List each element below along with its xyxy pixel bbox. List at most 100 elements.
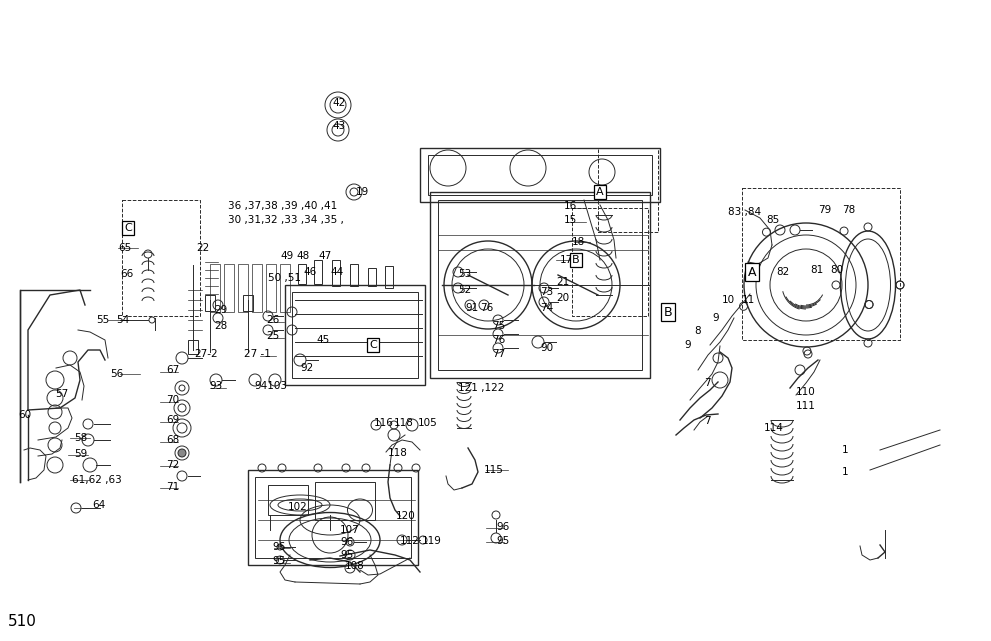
Text: 64: 64 [92, 500, 105, 510]
Text: 102: 102 [288, 502, 308, 512]
Circle shape [178, 449, 186, 457]
Text: 9: 9 [684, 340, 691, 350]
Text: 50 ,51: 50 ,51 [268, 273, 301, 283]
Text: 1: 1 [842, 445, 848, 455]
Text: 46: 46 [303, 267, 316, 277]
Text: 510: 510 [8, 615, 37, 629]
Text: 70: 70 [166, 395, 179, 405]
Text: 28: 28 [214, 321, 227, 331]
Bar [368, 268, 376, 286]
Text: 90: 90 [540, 343, 553, 353]
Bar [350, 264, 358, 286]
Text: 110: 110 [796, 387, 816, 397]
Text: 42: 42 [332, 98, 345, 108]
Bar [255, 477, 411, 558]
Text: 19: 19 [356, 187, 370, 197]
Text: 107: 107 [340, 525, 360, 535]
Text: 8: 8 [694, 326, 701, 336]
Bar [252, 264, 262, 312]
Text: 79: 79 [818, 205, 831, 215]
Text: 74: 74 [540, 303, 553, 313]
Text: 25: 25 [266, 331, 279, 341]
Bar [292, 292, 418, 378]
Text: 7: 7 [704, 416, 711, 426]
Bar [332, 260, 340, 286]
Text: 36 ,37,38 ,39 ,40 ,41: 36 ,37,38 ,39 ,40 ,41 [228, 201, 337, 211]
Text: 111: 111 [796, 401, 816, 411]
Bar [430, 192, 650, 378]
Text: A: A [748, 265, 756, 278]
Bar [248, 470, 418, 565]
Text: 115: 115 [484, 465, 503, 475]
Bar [243, 295, 253, 311]
Text: 44: 44 [330, 267, 343, 277]
Text: 78: 78 [842, 205, 855, 215]
Text: 118: 118 [388, 448, 408, 458]
Bar [224, 264, 234, 312]
Text: C: C [369, 340, 377, 350]
Text: 18: 18 [572, 237, 586, 247]
Text: 108: 108 [345, 561, 365, 571]
Text: 67: 67 [166, 365, 179, 375]
Bar [315, 482, 375, 520]
Text: 92: 92 [300, 363, 313, 373]
Text: 80: 80 [830, 265, 843, 275]
Text: 9: 9 [712, 313, 718, 323]
Text: A: A [597, 187, 604, 197]
Text: 58: 58 [74, 433, 87, 443]
Text: 76: 76 [480, 303, 494, 313]
Text: 10: 10 [722, 295, 735, 305]
Bar [266, 264, 276, 312]
Text: 114: 114 [764, 423, 784, 433]
Text: 16: 16 [564, 201, 577, 211]
Text: 94103: 94103 [254, 381, 287, 391]
Text: 73: 73 [540, 287, 553, 297]
Text: 91: 91 [465, 303, 479, 313]
Text: 76: 76 [492, 335, 505, 345]
Text: 1: 1 [842, 467, 848, 477]
Text: 20: 20 [556, 293, 569, 303]
Text: 75: 75 [492, 321, 505, 331]
Text: 43: 43 [332, 121, 345, 131]
Text: 59: 59 [74, 449, 87, 459]
Text: 48: 48 [296, 251, 309, 261]
Text: 83 ,84: 83 ,84 [728, 207, 761, 217]
Text: 57: 57 [55, 389, 68, 399]
Text: 72: 72 [166, 460, 179, 470]
Text: 17: 17 [560, 255, 573, 265]
Bar [280, 264, 290, 312]
Text: 93: 93 [209, 381, 222, 391]
Text: 52: 52 [458, 285, 472, 295]
Bar [188, 340, 198, 354]
Text: 120: 120 [396, 511, 416, 521]
Text: 27-2: 27-2 [194, 349, 218, 359]
Text: 7: 7 [704, 378, 711, 388]
Text: 55: 55 [96, 315, 109, 325]
Text: 47: 47 [318, 251, 331, 261]
Text: 119: 119 [422, 536, 442, 546]
Text: 65: 65 [118, 243, 131, 253]
Bar [420, 148, 660, 202]
Text: C: C [124, 223, 132, 233]
Bar [438, 200, 642, 370]
Bar [298, 264, 306, 284]
Text: 121 ,122: 121 ,122 [458, 383, 504, 393]
Text: 53: 53 [458, 269, 472, 279]
Text: 96: 96 [340, 537, 353, 547]
Text: 68: 68 [166, 435, 179, 445]
Text: 82: 82 [776, 267, 789, 277]
Text: 54: 54 [116, 315, 129, 325]
Text: 71: 71 [166, 482, 179, 492]
Text: 21: 21 [556, 277, 569, 287]
Text: B: B [572, 255, 580, 265]
Text: 81: 81 [810, 265, 824, 275]
Bar [385, 266, 393, 288]
Text: 77: 77 [492, 349, 505, 359]
Text: 27 -1: 27 -1 [244, 349, 271, 359]
Text: 29: 29 [214, 305, 227, 315]
Text: 22: 22 [196, 243, 209, 253]
Bar [238, 264, 248, 312]
Bar [428, 155, 652, 195]
Text: 69: 69 [166, 415, 179, 425]
Text: 96: 96 [496, 522, 509, 532]
